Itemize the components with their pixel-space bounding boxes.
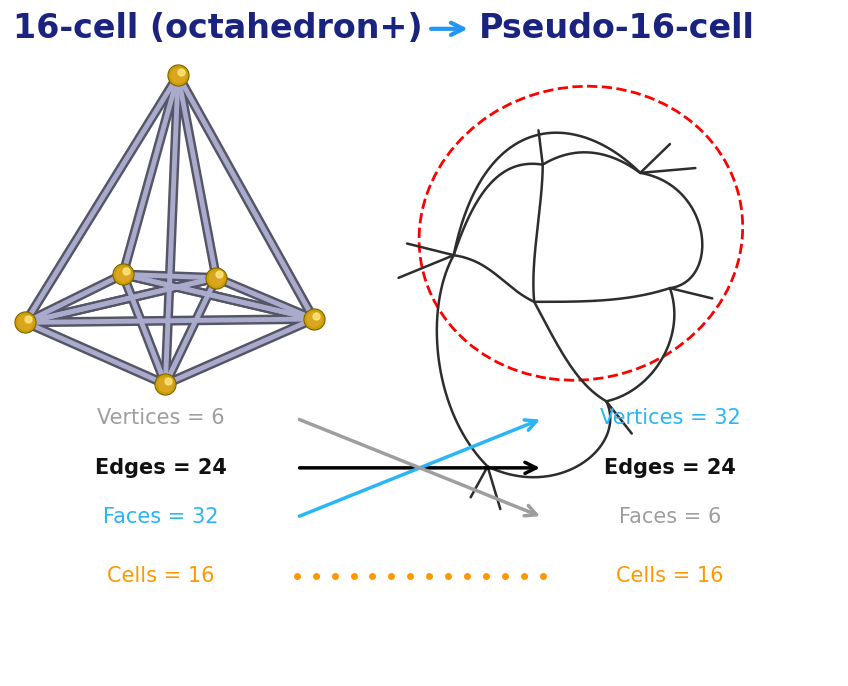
Text: Cells = 16: Cells = 16 — [616, 566, 723, 587]
Text: Vertices = 6: Vertices = 6 — [98, 408, 225, 429]
Text: 16-cell (octahedron+): 16-cell (octahedron+) — [13, 12, 434, 45]
Text: Pseudo-16-cell: Pseudo-16-cell — [479, 12, 755, 45]
Text: Faces = 32: Faces = 32 — [103, 507, 219, 528]
Text: Faces = 6: Faces = 6 — [619, 507, 721, 528]
Text: Vertices = 32: Vertices = 32 — [600, 408, 740, 429]
Text: Edges = 24: Edges = 24 — [604, 458, 736, 478]
Text: Cells = 16: Cells = 16 — [108, 566, 215, 587]
Text: Edges = 24: Edges = 24 — [95, 458, 227, 478]
